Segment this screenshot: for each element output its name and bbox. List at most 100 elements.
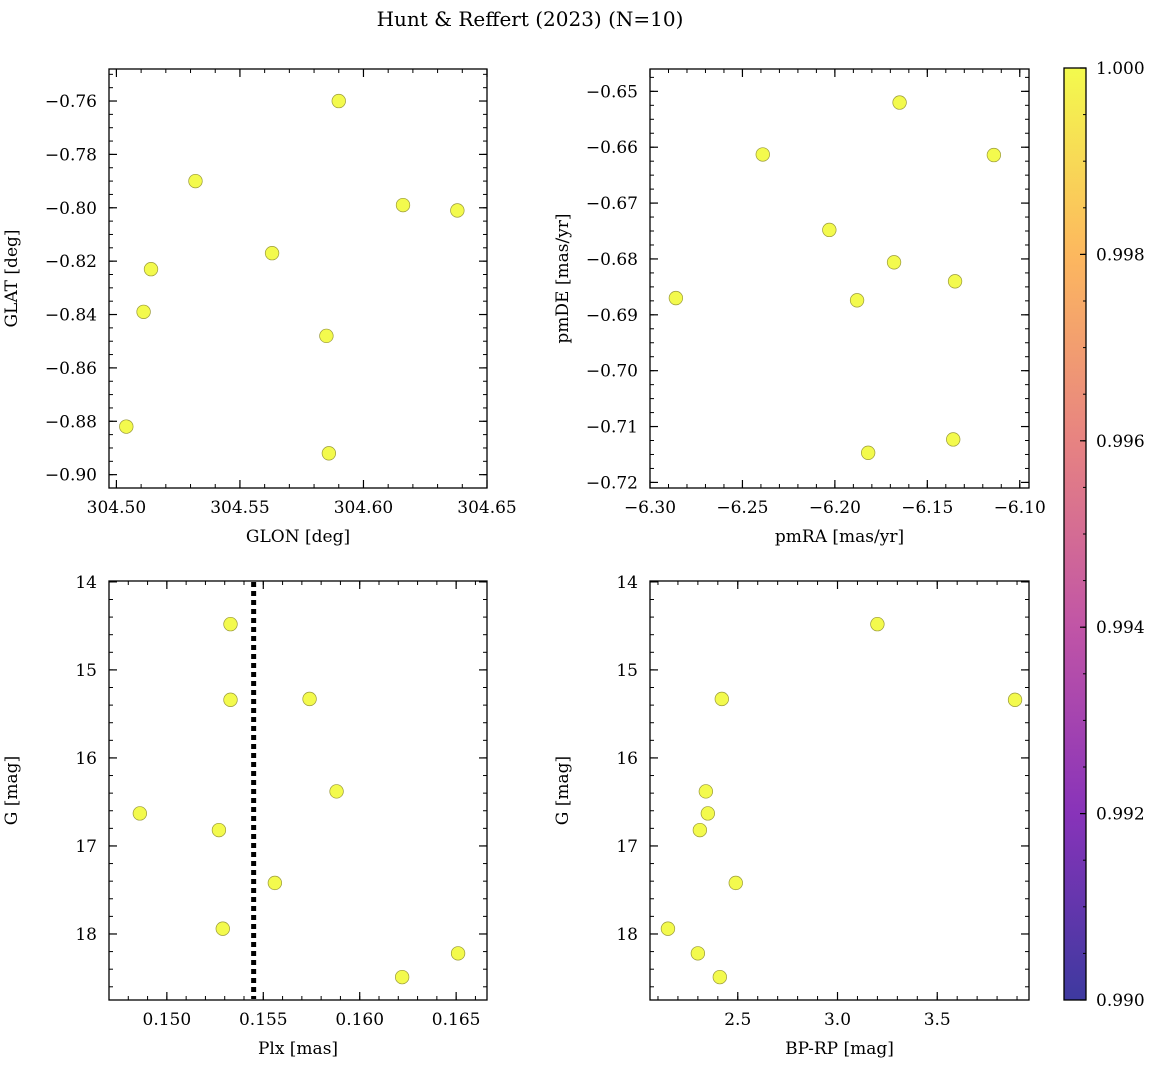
x-tick-label: 304.50 [87, 498, 146, 518]
data-point-9 [450, 946, 466, 961]
y-tick-label: 17 [75, 837, 97, 857]
y-tick-label: −0.71 [586, 418, 638, 438]
data-point-3 [302, 691, 317, 707]
data-point-2 [223, 692, 238, 707]
x-tick-label: 0.160 [335, 1010, 384, 1030]
x-tick-label: 2.5 [724, 1010, 751, 1030]
x-tick-label: 304.55 [210, 498, 269, 518]
axes-frame [108, 68, 488, 489]
data-point-8 [215, 921, 230, 936]
data-point-6 [947, 274, 963, 289]
y-tick-label: −0.86 [45, 359, 97, 379]
data-point-9 [119, 419, 134, 434]
data-point-8 [660, 921, 676, 936]
y-tick-label: −0.84 [45, 306, 97, 326]
data-point-4 [822, 222, 837, 238]
y-tick-label: 18 [616, 925, 638, 945]
data-point-7 [267, 875, 283, 891]
data-point-3 [395, 197, 411, 213]
y-tick-label: 15 [75, 661, 97, 681]
figure-title: Hunt & Reffert (2023) (N=10) [377, 7, 684, 31]
y-tick-label: −0.78 [45, 145, 97, 165]
data-point-3 [986, 147, 1002, 163]
x-tick-label: −6.25 [716, 498, 768, 518]
subplot-2: −6.30 −6.25 −6.20 −6.15 −6.10 −0.72 −0.71 −0.70… [553, 68, 1046, 547]
y-tick-label: 17 [616, 837, 638, 857]
data-point-6 [143, 262, 159, 277]
y-tick-label: −0.72 [586, 473, 638, 493]
data-point-10 [861, 445, 876, 460]
x-tick-label: 0.155 [239, 1010, 288, 1030]
data-point-4 [450, 203, 465, 218]
x-tick-label: −6.30 [624, 498, 676, 518]
subplot-1: 304.50 304.55 304.60 304.65 −0.90 −0.88 −0.86 −… [2, 68, 517, 547]
data-point-3 [1007, 692, 1023, 707]
data-point-5 [700, 806, 715, 821]
y-tick-label: −0.70 [586, 362, 638, 382]
x-tick-label: −6.20 [809, 498, 861, 518]
colorbar-tick-label: 0.992 [1096, 805, 1145, 825]
data-point-10 [394, 969, 410, 985]
data-point-8 [849, 293, 865, 308]
data-point-6 [211, 822, 227, 838]
x-tick-label: 3.5 [924, 1010, 951, 1030]
data-point-7 [668, 290, 684, 306]
data-point-9 [690, 946, 706, 961]
data-point-9 [946, 432, 961, 447]
data-point-5 [264, 245, 280, 261]
axes-frame [649, 68, 1030, 489]
y-tick-label: −0.88 [45, 412, 97, 432]
data-point-5 [132, 806, 148, 821]
x-tick-label: −6.10 [994, 498, 1046, 518]
x-axis-label: Plx [mas] [258, 1039, 338, 1059]
colorbar-tick-label: 0.996 [1096, 432, 1145, 452]
y-axis-label: G [mag] [553, 756, 573, 825]
subplot-4: 2.5 3.0 3.5 14 15 16 17 18 BP-RP [mag] G [mag] [553, 573, 1030, 1059]
y-tick-label: −0.65 [586, 82, 638, 102]
colorbar-tick-label: 0.994 [1096, 618, 1145, 638]
colorbar-tick-label: 0.998 [1096, 245, 1145, 265]
y-tick-label: −0.80 [45, 199, 97, 219]
y-tick-label: −0.76 [45, 92, 97, 112]
x-axis-label: GLON [deg] [246, 527, 350, 547]
data-point-10 [321, 446, 337, 461]
data-point-10 [712, 969, 727, 985]
colorbar: 0.990 0.992 0.994 0.996 0.998 1.000 [1063, 59, 1145, 1011]
colorbar-gradient [1064, 68, 1086, 1000]
data-point-2 [755, 147, 770, 162]
y-axis-label: G [mag] [2, 756, 22, 825]
y-tick-label: 15 [616, 661, 638, 681]
data-point-1 [870, 616, 885, 632]
y-tick-label: 16 [616, 749, 638, 769]
colorbar-tick-label: 1.000 [1096, 59, 1145, 79]
y-tick-label: −0.69 [586, 306, 638, 326]
data-point-7 [728, 875, 743, 891]
y-tick-label: 16 [75, 749, 97, 769]
colorbar-tick-label: 0.990 [1096, 991, 1145, 1011]
data-point-4 [329, 784, 344, 799]
y-tick-label: 18 [75, 925, 97, 945]
x-axis-label: BP-RP [mag] [785, 1039, 894, 1059]
x-tick-label: 3.0 [824, 1010, 851, 1030]
y-axis-label: pmDE [mas/yr] [553, 213, 573, 343]
subplot-3: 0.150 0.155 0.160 0.165 14 15 16 17 18 Plx [mas] G… [2, 573, 488, 1059]
data-point-1 [223, 616, 238, 632]
y-tick-label: 14 [616, 573, 638, 593]
data-point-8 [319, 328, 334, 344]
data-point-1 [892, 95, 907, 110]
y-axis-label: GLAT [deg] [2, 229, 22, 327]
data-point-7 [136, 304, 151, 320]
y-tick-label: 14 [75, 573, 97, 593]
data-point-5 [886, 255, 902, 270]
x-tick-label: 0.150 [143, 1010, 192, 1030]
x-tick-label: 304.60 [334, 498, 393, 518]
axes-frame [108, 580, 488, 1001]
subplots: 304.50 304.55 304.60 304.65 −0.90 −0.88 −0.86 −… [2, 68, 1046, 1059]
axes-frame [649, 580, 1030, 1001]
data-point-2 [188, 173, 203, 189]
y-tick-label: −0.82 [45, 252, 97, 272]
data-point-6 [692, 822, 708, 838]
y-tick-label: −0.67 [586, 194, 638, 214]
x-tick-label: −6.15 [901, 498, 953, 518]
